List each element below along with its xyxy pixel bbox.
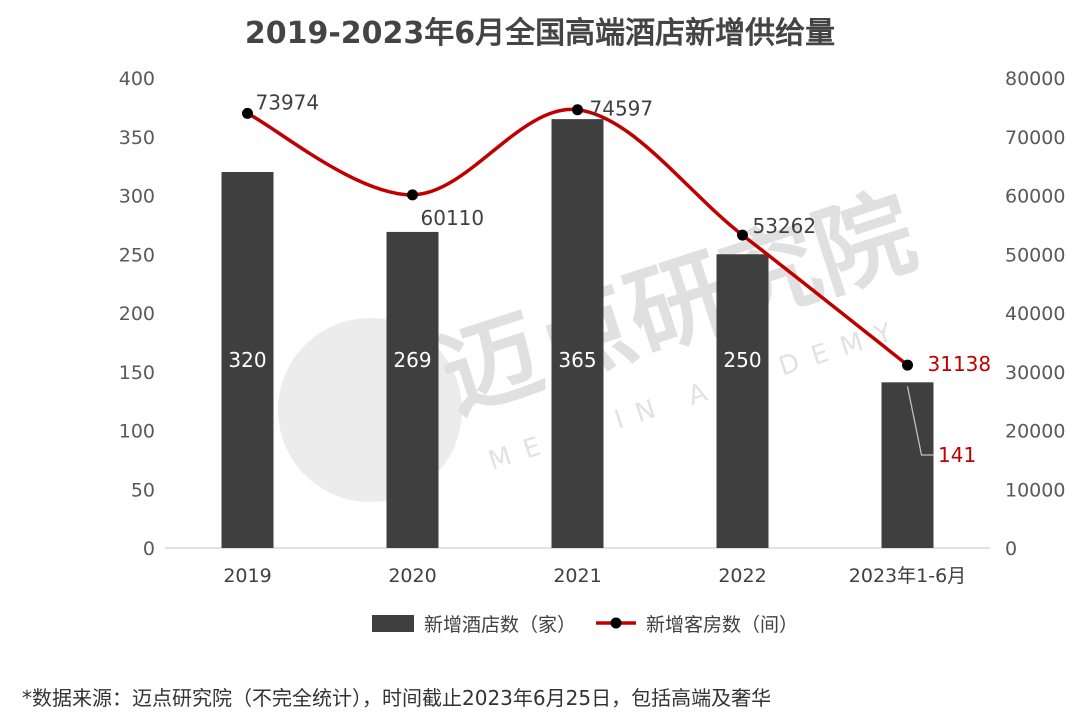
bar-label-leader [906, 386, 934, 456]
y-left-tick-label: 250 [119, 244, 155, 266]
line-value-label: 53262 [753, 214, 817, 238]
x-tick-label: 2021 [553, 565, 601, 587]
y-left-tick-label: 200 [119, 303, 155, 325]
y-right-tick-label: 70000 [1005, 127, 1065, 149]
legend: 新增酒店数（家） 新增客房数（间） [372, 614, 798, 636]
chart-title: 2019-2023年6月全国高端酒店新增供给量 [244, 16, 836, 51]
bar [881, 382, 934, 548]
bar-value-label: 250 [723, 348, 761, 372]
y-right-tick-label: 10000 [1005, 479, 1065, 501]
y-right-tick-label: 60000 [1005, 186, 1065, 208]
x-tick-label: 2020 [388, 565, 436, 587]
bar-series [221, 119, 934, 549]
bar-value-label: 365 [558, 348, 596, 372]
source-note: *数据来源：迈点研究院（不完全统计），时间截止2023年6月25日，包括高端及奢… [22, 686, 772, 710]
x-tick-label: 2023年1-6月 [849, 565, 966, 587]
line-value-label: 74597 [590, 97, 654, 121]
y-right-tick-label: 80000 [1005, 68, 1065, 90]
line-series [242, 104, 913, 371]
y-right-tick-label: 40000 [1005, 303, 1065, 325]
bar-value-label: 269 [393, 348, 431, 372]
line-point [242, 107, 253, 119]
bar-value-label: 141 [938, 443, 976, 467]
y-left-tick-label: 50 [131, 479, 155, 501]
legend-swatch-point [610, 617, 622, 629]
y-left-tick-label: 150 [119, 362, 155, 384]
x-tick-label: 2022 [718, 565, 766, 587]
y-left-tick-label: 300 [119, 186, 155, 208]
bar [551, 119, 604, 548]
y-right-tick-label: 30000 [1005, 362, 1065, 384]
x-tick-label: 2019 [223, 565, 271, 587]
line-point [902, 359, 913, 371]
y-right-tick-label: 20000 [1005, 421, 1065, 443]
line-value-label: 60110 [421, 206, 485, 230]
line-value-label: 31138 [928, 352, 992, 376]
bar [716, 254, 769, 548]
bar-value-label: 320 [228, 348, 266, 372]
line-point [407, 189, 418, 201]
y-left-tick-label: 100 [119, 421, 155, 443]
legend-label: 新增客房数（间） [646, 614, 798, 636]
y-right-tick-label: 0 [1005, 538, 1017, 560]
data-labels: 320 269 365 250 141 73974 60110 74597 53262 31138 [228, 90, 991, 467]
y-left-tick-label: 350 [119, 127, 155, 149]
bar [221, 172, 274, 548]
legend-label: 新增酒店数（家） [424, 614, 576, 636]
y-right-tick-label: 50000 [1005, 244, 1065, 266]
bar [386, 231, 439, 549]
line-point [572, 104, 583, 116]
legend-swatch-bar [372, 615, 414, 632]
y-left-tick-label: 0 [143, 538, 155, 560]
y-left-tick-label: 400 [119, 68, 155, 90]
line-value-label: 73974 [256, 90, 320, 114]
line-point [737, 229, 748, 241]
